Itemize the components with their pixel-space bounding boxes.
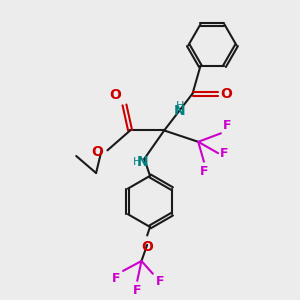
Text: N: N [137,155,149,169]
Text: F: F [223,119,232,132]
Text: F: F [133,284,142,297]
Text: F: F [112,272,120,285]
Text: H: H [133,157,141,167]
Text: O: O [91,145,103,159]
Text: N: N [174,103,186,118]
Text: O: O [141,240,153,254]
Text: H: H [176,101,184,111]
Text: O: O [220,87,232,100]
Text: O: O [109,88,121,102]
Text: F: F [200,165,208,178]
Text: F: F [220,147,229,160]
Text: F: F [156,275,164,288]
